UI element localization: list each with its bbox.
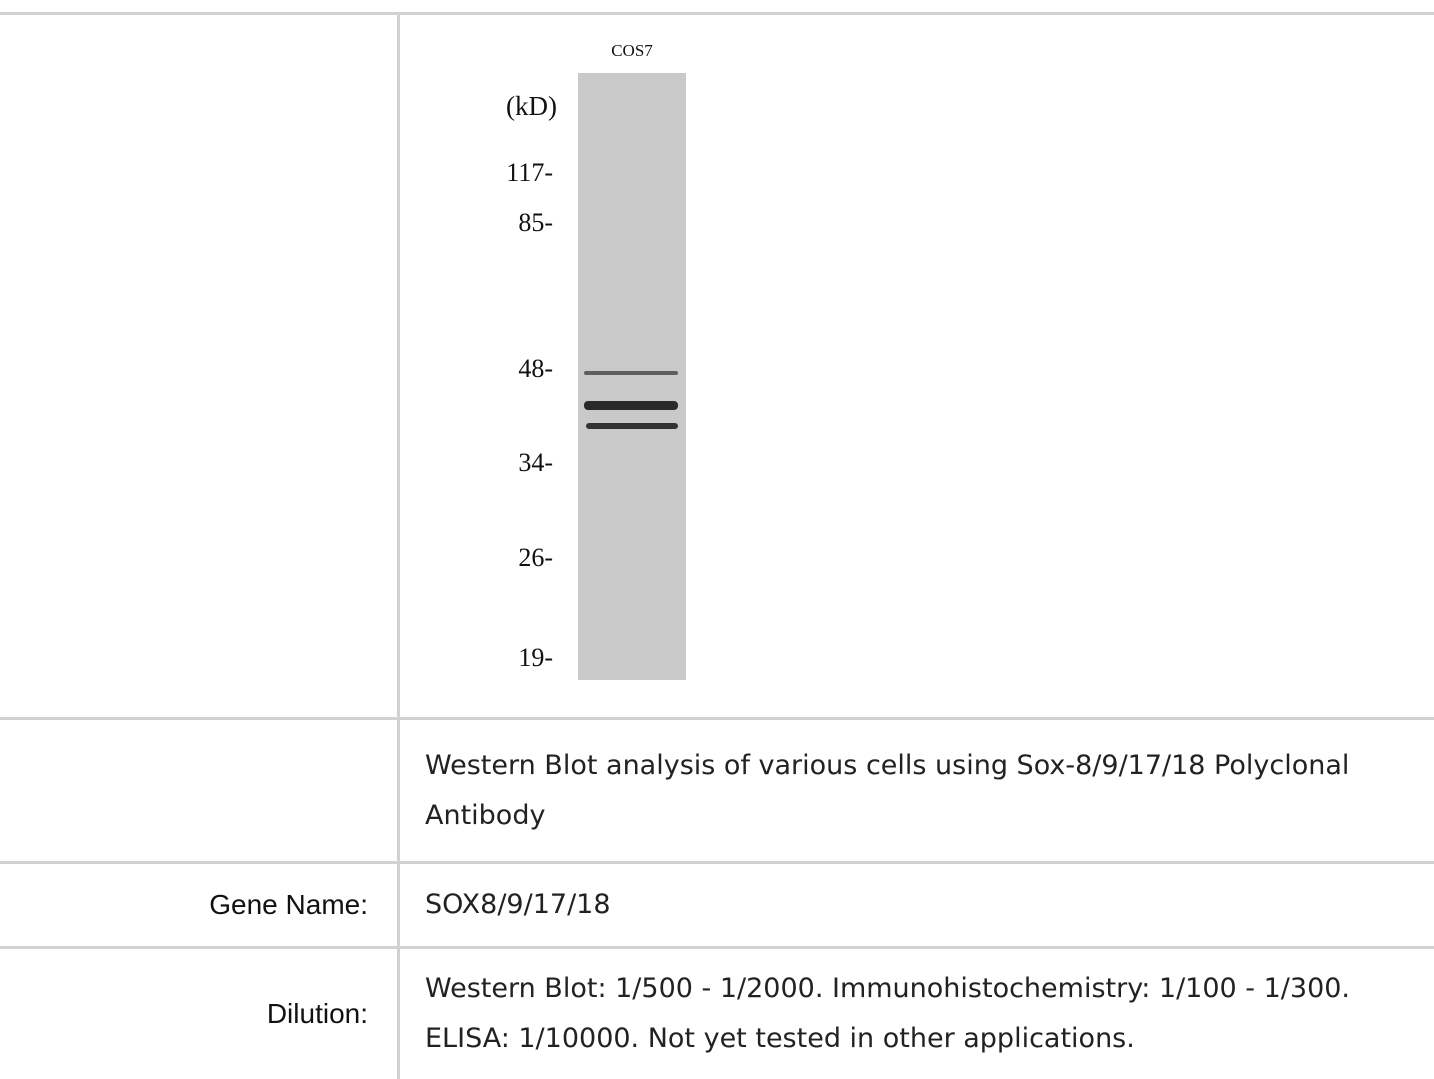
- band: [586, 423, 678, 429]
- lane-label: COS7: [611, 41, 653, 60]
- label-text: Dilution:: [266, 998, 368, 1029]
- marker-label: 26-: [518, 543, 553, 572]
- row-border: [0, 946, 1434, 949]
- row-border: [0, 861, 1434, 864]
- lane: [578, 73, 686, 680]
- marker-label: 85-: [518, 208, 553, 237]
- marker-label: 19-: [518, 643, 553, 672]
- caption-text: Western Blot analysis of various cells u…: [425, 749, 1350, 831]
- marker-label: 48-: [518, 354, 553, 383]
- marker-label: 117-: [506, 158, 553, 187]
- row-label: Dilution:: [0, 949, 368, 1079]
- band: [584, 401, 678, 410]
- marker-label: 34-: [518, 448, 553, 477]
- column-border: [397, 12, 400, 1079]
- row-border: [0, 12, 1434, 15]
- row-border: [0, 717, 1434, 720]
- caption: Western Blot analysis of various cells u…: [425, 720, 1430, 861]
- row-value: SOX8/9/17/18: [425, 864, 1430, 946]
- western-blot-image: COS7 (kD) 117- 85- 48- 34- 26- 19-: [506, 41, 686, 680]
- label-text: Gene Name:: [209, 889, 368, 920]
- value-text: SOX8/9/17/18: [425, 889, 611, 920]
- row-value: Western Blot: 1/500 - 1/2000. Immunohist…: [425, 949, 1430, 1079]
- band: [584, 371, 678, 375]
- row-label: Gene Name:: [0, 864, 368, 946]
- unit-label: (kD): [506, 91, 557, 121]
- value-text: Western Blot: 1/500 - 1/2000. Immunohist…: [425, 973, 1351, 1054]
